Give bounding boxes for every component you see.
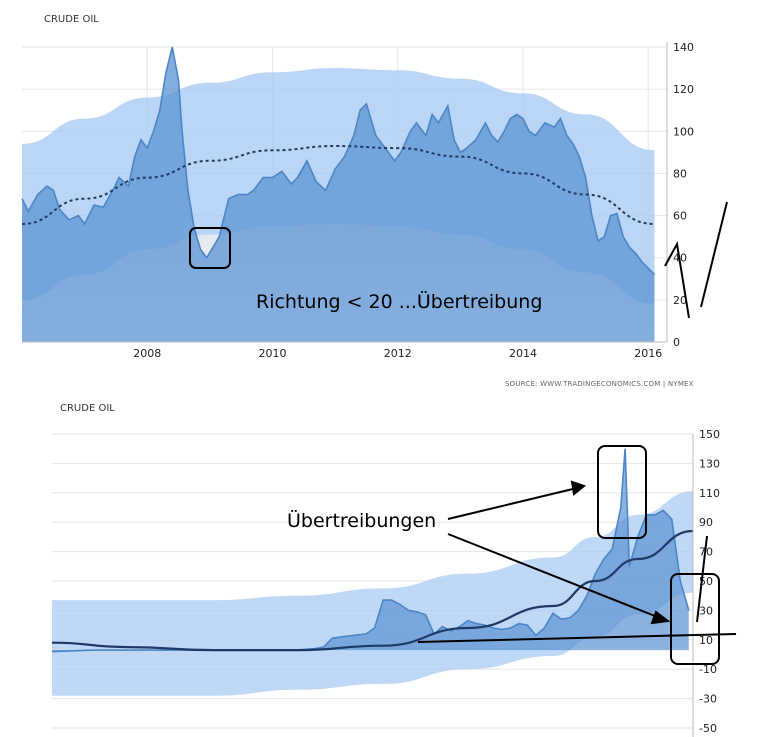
chart-bottom-peak-box (597, 445, 647, 539)
arrow-to-peak (447, 487, 578, 520)
y-tick-label: 130 (699, 457, 720, 470)
chart-top-highlight-box (189, 227, 231, 269)
chart-top-price-line (21, 46, 656, 276)
chart-bottom-annotation: Übertreibungen (287, 509, 436, 532)
y-tick-label: 20 (673, 294, 687, 307)
y-tick-label: -10 (699, 663, 717, 676)
chart-top-source: SOURCE: WWW.TRADINGECONOMICS.COM | NYMEX (505, 380, 694, 388)
y-tick-label: -30 (699, 693, 717, 706)
chart-bottom-title: CRUDE OIL (60, 403, 115, 414)
chart-bottom-arrows (447, 480, 671, 625)
x-tick-label: 2014 (509, 347, 537, 360)
y-tick-label: 150 (699, 428, 720, 441)
chart-top-trend-line (21, 144, 655, 225)
y-tick-label: 90 (699, 516, 713, 529)
chart-bottom-y-ticks: 1501301109070503010-10-30-50 (699, 428, 720, 735)
y-tick-label: 100 (673, 125, 694, 138)
y-tick-label: -50 (699, 722, 717, 735)
y-tick-label: 80 (673, 167, 687, 180)
chart-bottom-low-box (670, 573, 720, 665)
chart-bottom-support-line (417, 633, 737, 643)
x-tick-label: 2008 (133, 347, 161, 360)
y-tick-label: 0 (673, 336, 680, 349)
arrow-to-peak-head (570, 480, 587, 496)
chart-top-annotation: Richtung < 20 ...Übertreibung (256, 290, 542, 313)
y-tick-label: 140 (673, 41, 694, 54)
y-tick-label: 30 (699, 604, 713, 617)
x-tick-label: 2016 (634, 347, 662, 360)
chart-top: CRUDE OIL 2008 2010 2012 2014 2016 140 120 100… (21, 14, 728, 388)
chart-top-drawn-line-2 (700, 201, 728, 308)
chart-top-price-area (22, 47, 655, 342)
y-tick-label: 110 (699, 487, 720, 500)
chart-bottom-trend-line (51, 529, 694, 652)
chart-top-x-ticks: 2008 2010 2012 2014 2016 (133, 347, 662, 360)
y-tick-label: 10 (699, 634, 713, 647)
chart-bottom-price-line (51, 448, 690, 653)
arrow-to-low (447, 533, 661, 619)
chart-top-title: CRUDE OIL (44, 14, 99, 25)
x-tick-label: 2010 (258, 347, 286, 360)
y-tick-label: 120 (673, 83, 694, 96)
chart-top-drawn-line-1 (664, 240, 690, 319)
chart-bottom: CRUDE OIL 1501301109070503010-10-30-50 Ü… (51, 403, 737, 737)
x-tick-label: 2012 (384, 347, 412, 360)
chart-bottom-drawn-line (696, 535, 708, 623)
y-tick-label: 60 (673, 210, 687, 223)
arrow-to-low-head (650, 610, 671, 625)
